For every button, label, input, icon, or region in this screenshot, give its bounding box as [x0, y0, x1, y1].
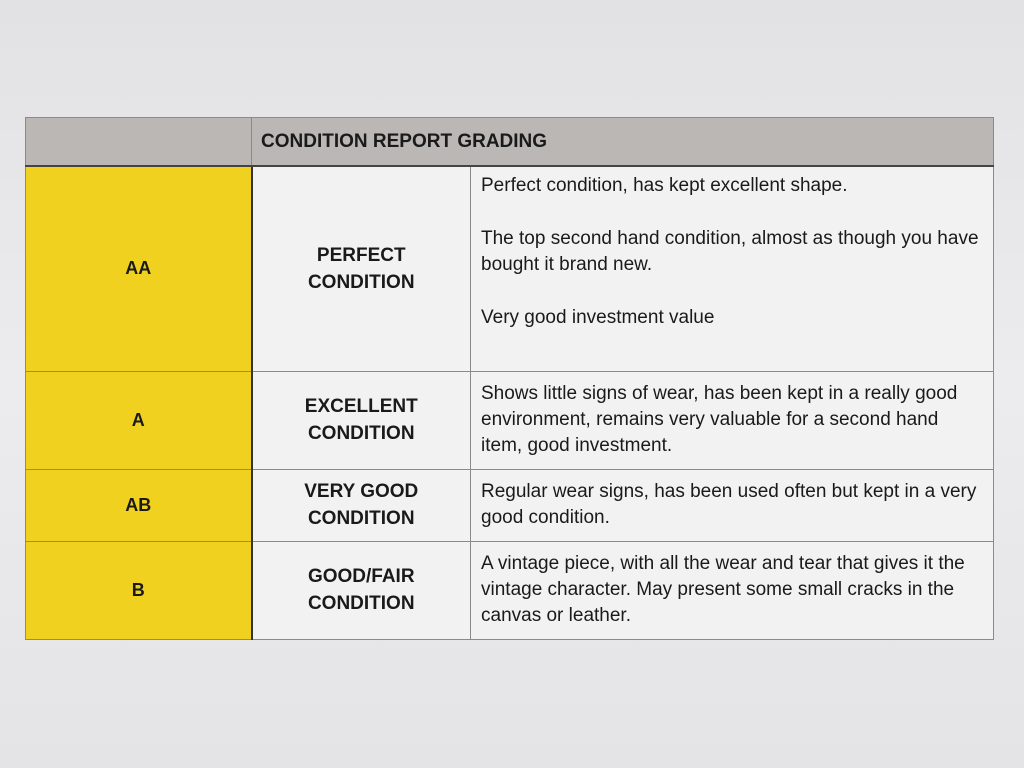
grade: A — [25, 370, 253, 470]
grade-row: B GOOD/FAIR CONDITION A vintage piece, wit… — [25, 540, 994, 640]
description: A vintage piece, with all the wear and t… — [481, 553, 965, 626]
description-cell: Perfect condition, has kept excellent sh… — [470, 165, 994, 372]
table-body: AA PERFECT CONDITION Perfect condition, ha… — [25, 165, 994, 640]
grade-row: A EXCELLENT CONDITION Shows little signs o… — [25, 370, 994, 470]
grading-table: CONDITION REPORT GRADING AA PERFECT CONDI… — [25, 117, 994, 640]
condition: PERFECT CONDITION — [307, 244, 415, 293]
grade: B — [25, 540, 253, 640]
condition-cell: EXCELLENT CONDITION — [251, 370, 471, 470]
grade: AA — [25, 165, 253, 372]
grade: AB — [25, 468, 253, 542]
condition: GOOD/FAIR CONDITION — [307, 566, 415, 614]
grade-row: AB VERY GOOD CONDITION Regular wear signs,… — [25, 468, 994, 542]
grade-row: AA PERFECT CONDITION Perfect condition, ha… — [25, 165, 994, 372]
description: Perfect condition, has kept excellent sh… — [481, 175, 848, 196]
header-blank — [25, 117, 252, 167]
description-cell: A vintage piece, with all the wear and t… — [470, 540, 994, 640]
condition: VERY GOOD CONDITION — [304, 481, 419, 529]
description: Regular wear signs, has been used often … — [481, 481, 977, 528]
condition-cell: PERFECT CONDITION — [251, 165, 471, 372]
description-cell: Regular wear signs, has been used often … — [470, 468, 994, 542]
condition-cell: VERY GOOD CONDITION — [251, 468, 471, 542]
description: Very good investment value — [481, 307, 715, 328]
description: The top second hand condition, almost as… — [481, 228, 979, 275]
description: Shows little signs of wear, has been kep… — [481, 383, 958, 456]
table-title: CONDITION REPORT GRADING — [251, 117, 994, 167]
header-row: CONDITION REPORT GRADING — [25, 117, 994, 167]
condition: EXCELLENT CONDITION — [304, 396, 418, 444]
condition-cell: GOOD/FAIR CONDITION — [251, 540, 471, 640]
description-cell: Shows little signs of wear, has been kep… — [470, 370, 994, 470]
